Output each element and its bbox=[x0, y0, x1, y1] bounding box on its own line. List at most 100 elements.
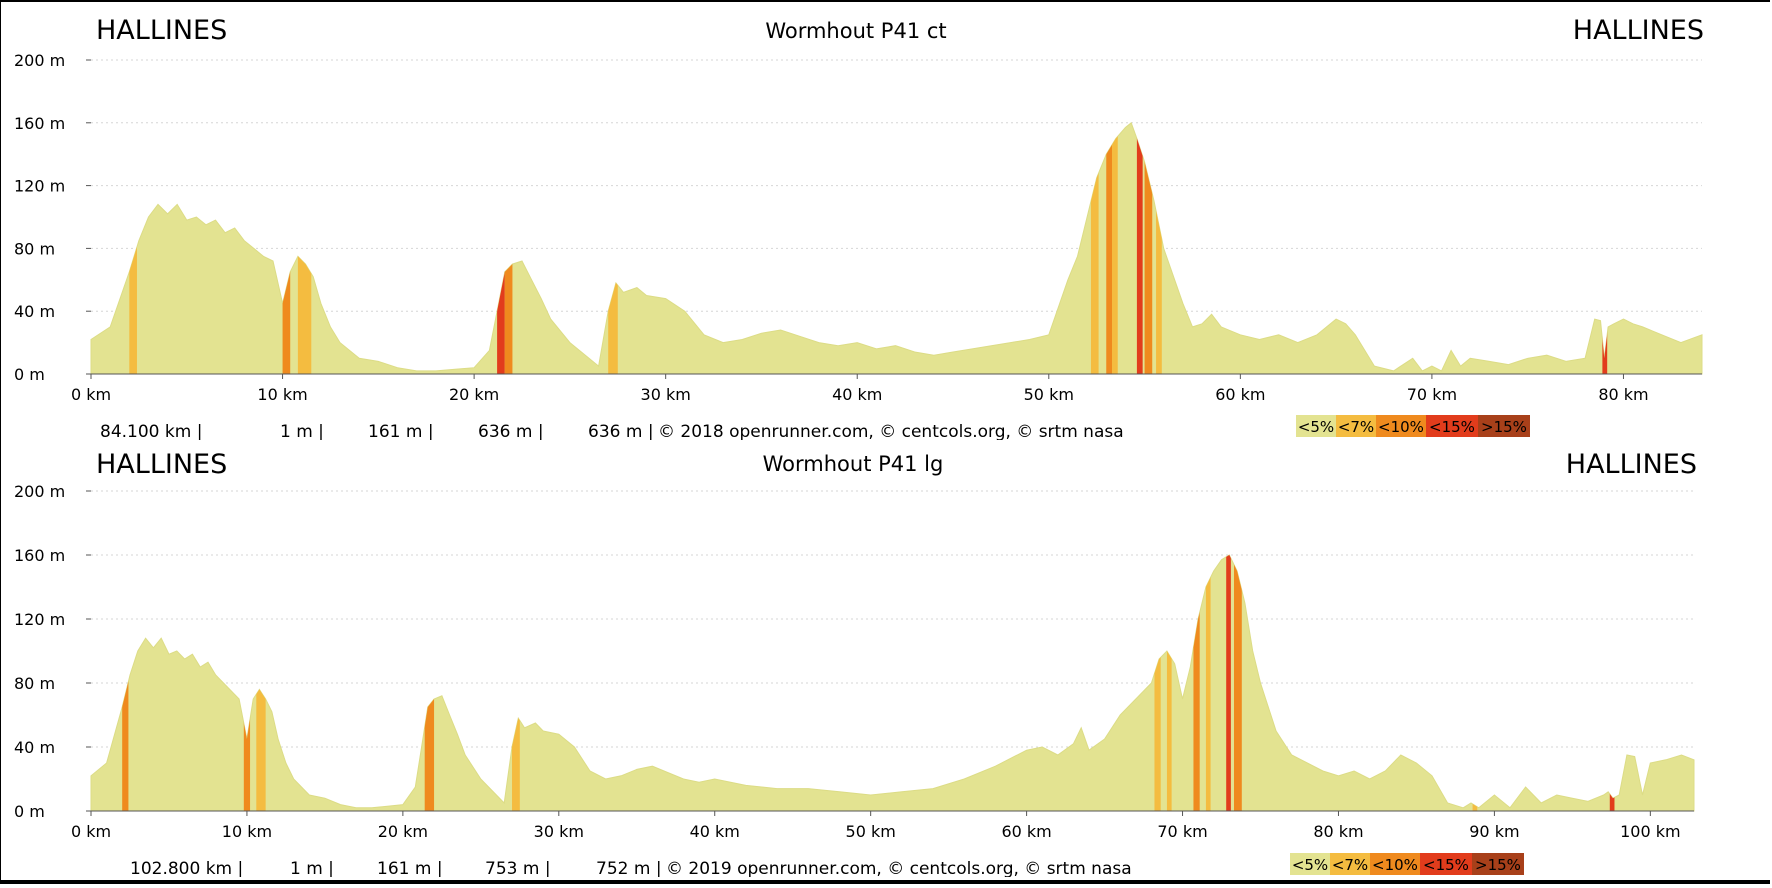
elevation-area bbox=[90, 554, 1695, 812]
grade-band-9 bbox=[1226, 555, 1231, 811]
legend-label-3: <15% bbox=[1423, 856, 1469, 874]
grade-band-0 bbox=[129, 122, 137, 374]
y-tick-label-5: 200 m bbox=[14, 482, 65, 501]
start-label: HALLINES bbox=[96, 449, 227, 480]
grade-band-12 bbox=[1609, 555, 1615, 811]
legend-swatch-1 bbox=[1336, 415, 1376, 437]
grade-band-3 bbox=[497, 122, 505, 374]
y-tick-label-5: 200 m bbox=[14, 51, 65, 70]
grade-band-8 bbox=[1205, 555, 1211, 811]
stat-ascent: 753 m | bbox=[485, 859, 551, 877]
stats-row: 84.100 km | 1 m | 161 m | 636 m | 636 m … bbox=[100, 422, 1124, 440]
chart-title: Wormhout P41 ct bbox=[765, 19, 946, 43]
stat-distance: 102.800 km | bbox=[130, 859, 243, 877]
y-tick-layer: 0 m 40 m 80 m 120 m 160 m 200 m bbox=[14, 482, 91, 821]
x-tick-label-1: 10 km bbox=[222, 822, 272, 841]
x-tick-label-4: 40 km bbox=[690, 822, 740, 841]
grade-legend: <5% <7% <10% <15% >15% bbox=[1290, 853, 1524, 875]
x-tick-label-3: 30 km bbox=[534, 822, 584, 841]
legend-label-0: <5% bbox=[1298, 418, 1334, 436]
grade-band-5 bbox=[608, 122, 618, 374]
x-tick-label-0: 0 km bbox=[71, 822, 111, 841]
legend-swatch-2 bbox=[1370, 853, 1420, 875]
profile-panel-lg: 0 m 40 m 80 m 120 m 160 m 200 m 0 km 10 km 20 k… bbox=[0, 437, 1772, 877]
x-tick-label-0: 0 km bbox=[71, 385, 111, 404]
elevation-area bbox=[90, 121, 1703, 375]
area-layer bbox=[90, 554, 1695, 812]
grade-band-10 bbox=[1144, 122, 1153, 374]
grade-band-6 bbox=[1166, 555, 1172, 811]
stat-min-elevation: 1 m | bbox=[290, 859, 334, 877]
y-tick-label-0: 0 m bbox=[14, 802, 45, 821]
x-tick-layer: 0 km 10 km 20 km 30 km 40 km 50 km 60 km 70 km 8… bbox=[71, 374, 1649, 404]
y-tick-label-4: 160 m bbox=[14, 546, 65, 565]
area-layer bbox=[90, 121, 1703, 375]
legend-swatch-3 bbox=[1426, 415, 1478, 437]
legend-label-2: <10% bbox=[1372, 856, 1418, 874]
legend-swatch-0 bbox=[1296, 415, 1336, 437]
legend-label-4: >15% bbox=[1475, 856, 1521, 874]
grade-band-3 bbox=[424, 555, 435, 811]
grid-layer bbox=[91, 59, 1702, 312]
legend-label-1: <7% bbox=[1338, 418, 1374, 436]
legend-swatch-3 bbox=[1420, 853, 1472, 875]
grade-band-11 bbox=[1156, 122, 1162, 374]
elevation-chart-ct: 0 m 40 m 80 m 120 m 160 m 200 m 0 km 10 km 20 k… bbox=[14, 15, 1704, 440]
stat-descent: 636 m | bbox=[588, 422, 654, 440]
y-tick-label-1: 40 m bbox=[14, 302, 55, 321]
stat-max-elevation: 161 m | bbox=[377, 859, 443, 877]
stat-distance: 84.100 km | bbox=[100, 422, 202, 440]
y-tick-label-3: 120 m bbox=[14, 610, 65, 629]
x-tick-label-7: 70 km bbox=[1157, 822, 1207, 841]
chart-title: Wormhout P41 lg bbox=[763, 452, 944, 476]
end-label: HALLINES bbox=[1566, 449, 1697, 480]
legend-swatch-1 bbox=[1330, 853, 1370, 875]
grade-band-1 bbox=[243, 555, 251, 811]
credits: © 2018 openrunner.com, © centcols.org, ©… bbox=[658, 422, 1124, 440]
x-tick-label-7: 70 km bbox=[1407, 385, 1457, 404]
y-tick-label-3: 120 m bbox=[14, 177, 65, 196]
grade-band-9 bbox=[1136, 122, 1143, 374]
x-tick-label-10: 100 km bbox=[1620, 822, 1680, 841]
stat-descent: 752 m | bbox=[596, 859, 662, 877]
start-label: HALLINES bbox=[96, 15, 227, 46]
y-tick-label-1: 40 m bbox=[14, 738, 55, 757]
grade-band-12 bbox=[1602, 122, 1608, 374]
grade-band-1 bbox=[282, 122, 291, 374]
legend-label-1: <7% bbox=[1332, 856, 1368, 874]
x-tick-label-6: 60 km bbox=[1215, 385, 1265, 404]
end-label: HALLINES bbox=[1573, 15, 1704, 46]
stat-max-elevation: 161 m | bbox=[368, 422, 434, 440]
grade-band-layer bbox=[129, 122, 1608, 374]
elevation-chart-lg: 0 m 40 m 80 m 120 m 160 m 200 m 0 km 10 km 20 k… bbox=[14, 449, 1697, 877]
grade-band-11 bbox=[1472, 555, 1478, 811]
x-tick-label-2: 20 km bbox=[449, 385, 499, 404]
credits: © 2019 openrunner.com, © centcols.org, ©… bbox=[666, 859, 1132, 877]
grade-band-8 bbox=[1112, 122, 1118, 374]
x-tick-label-8: 80 km bbox=[1598, 385, 1648, 404]
y-tick-label-4: 160 m bbox=[14, 114, 65, 133]
profile-panel-ct: 0 m 40 m 80 m 120 m 160 m 200 m 0 km 10 km 20 k… bbox=[0, 0, 1772, 440]
grade-band-7 bbox=[1106, 122, 1113, 374]
grade-band-6 bbox=[1090, 122, 1099, 374]
x-tick-label-4: 40 km bbox=[832, 385, 882, 404]
x-tick-label-5: 50 km bbox=[846, 822, 896, 841]
stat-min-elevation: 1 m | bbox=[280, 422, 324, 440]
x-tick-label-5: 50 km bbox=[1024, 385, 1074, 404]
x-tick-label-9: 90 km bbox=[1469, 822, 1519, 841]
x-tick-label-3: 30 km bbox=[641, 385, 691, 404]
stat-ascent: 636 m | bbox=[478, 422, 544, 440]
legend-label-3: <15% bbox=[1429, 418, 1475, 436]
grade-band-2 bbox=[297, 122, 312, 374]
grade-band-2 bbox=[256, 555, 266, 811]
grid-layer bbox=[91, 490, 1694, 748]
grade-band-4 bbox=[504, 122, 513, 374]
stats-row: 102.800 km | 1 m | 161 m | 753 m | 752 m… bbox=[130, 859, 1132, 877]
grade-band-4 bbox=[512, 555, 520, 811]
grade-band-10 bbox=[1233, 555, 1242, 811]
x-tick-label-6: 60 km bbox=[1001, 822, 1051, 841]
legend-swatch-0 bbox=[1290, 853, 1330, 875]
x-tick-label-1: 10 km bbox=[257, 385, 307, 404]
legend-label-4: >15% bbox=[1481, 418, 1527, 436]
